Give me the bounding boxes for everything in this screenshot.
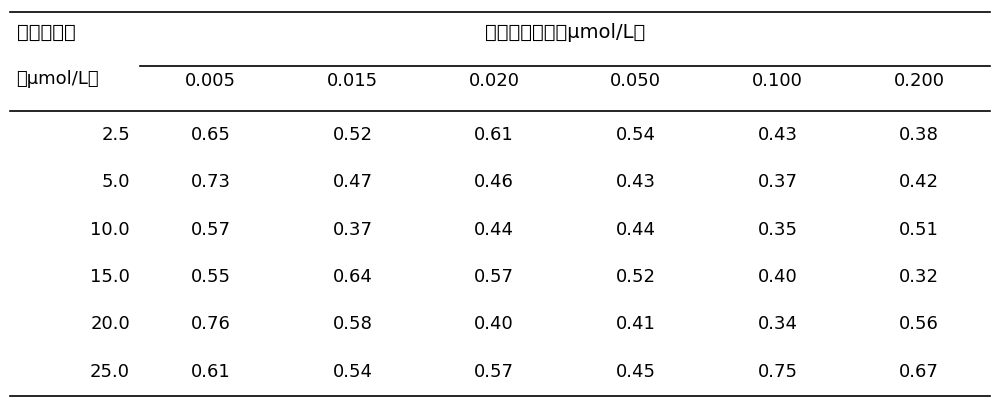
Text: 0.75: 0.75	[758, 363, 798, 381]
Text: 0.73: 0.73	[191, 173, 231, 191]
Text: 0.35: 0.35	[758, 221, 798, 239]
Text: 0.050: 0.050	[610, 72, 661, 90]
Text: 0.46: 0.46	[474, 173, 514, 191]
Text: 0.64: 0.64	[333, 268, 372, 286]
Text: 0.38: 0.38	[899, 126, 939, 144]
Text: 0.47: 0.47	[333, 173, 373, 191]
Text: 25.0: 25.0	[90, 363, 130, 381]
Text: 阿法替尼浓度（μmol/L）: 阿法替尼浓度（μmol/L）	[485, 23, 645, 42]
Text: 0.37: 0.37	[333, 221, 373, 239]
Text: 0.58: 0.58	[333, 316, 372, 333]
Text: 0.020: 0.020	[469, 72, 520, 90]
Text: 0.61: 0.61	[191, 363, 231, 381]
Text: 2.5: 2.5	[101, 126, 130, 144]
Text: 0.40: 0.40	[758, 268, 797, 286]
Text: 0.005: 0.005	[185, 72, 236, 90]
Text: （μmol/L）: （μmol/L）	[16, 70, 99, 88]
Text: 0.40: 0.40	[474, 316, 514, 333]
Text: 0.54: 0.54	[333, 363, 373, 381]
Text: 0.100: 0.100	[752, 72, 803, 90]
Text: 10.0: 10.0	[90, 221, 130, 239]
Text: 0.37: 0.37	[758, 173, 798, 191]
Text: 15.0: 15.0	[90, 268, 130, 286]
Text: 0.200: 0.200	[894, 72, 945, 90]
Text: 0.45: 0.45	[616, 363, 656, 381]
Text: 5.0: 5.0	[102, 173, 130, 191]
Text: 0.65: 0.65	[191, 126, 231, 144]
Text: 0.57: 0.57	[191, 221, 231, 239]
Text: 0.44: 0.44	[474, 221, 514, 239]
Text: 0.015: 0.015	[327, 72, 378, 90]
Text: 0.76: 0.76	[191, 316, 231, 333]
Text: 0.67: 0.67	[899, 363, 939, 381]
Text: 0.43: 0.43	[758, 126, 798, 144]
Text: 0.57: 0.57	[474, 268, 514, 286]
Text: 0.52: 0.52	[333, 126, 373, 144]
Text: 0.32: 0.32	[899, 268, 939, 286]
Text: 0.44: 0.44	[616, 221, 656, 239]
Text: 0.34: 0.34	[758, 316, 798, 333]
Text: 0.51: 0.51	[899, 221, 939, 239]
Text: 0.61: 0.61	[474, 126, 514, 144]
Text: 0.41: 0.41	[616, 316, 656, 333]
Text: 0.56: 0.56	[899, 316, 939, 333]
Text: 0.43: 0.43	[616, 173, 656, 191]
Text: 20.0: 20.0	[90, 316, 130, 333]
Text: 0.55: 0.55	[191, 268, 231, 286]
Text: 0.54: 0.54	[616, 126, 656, 144]
Text: 姜黄素浓度: 姜黄素浓度	[16, 23, 75, 42]
Text: 0.52: 0.52	[616, 268, 656, 286]
Text: 0.42: 0.42	[899, 173, 939, 191]
Text: 0.57: 0.57	[474, 363, 514, 381]
